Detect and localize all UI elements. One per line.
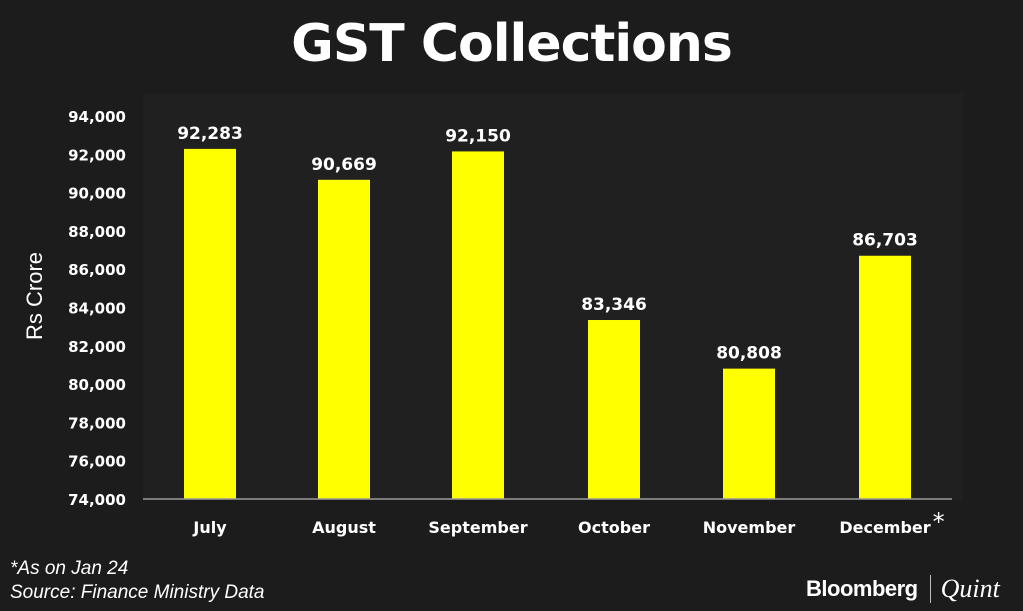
bar-november — [723, 368, 775, 499]
bar-december — [859, 255, 911, 499]
x-tick-label: December — [839, 518, 930, 537]
y-tick-label: 80,000 — [68, 376, 126, 394]
y-tick-label: 90,000 — [68, 185, 126, 203]
x-tick-label: July — [192, 518, 227, 537]
x-tick-label: November — [703, 518, 796, 537]
y-tick-label: 82,000 — [68, 338, 126, 356]
y-tick-label: 74,000 — [68, 491, 126, 509]
bar-july — [184, 148, 236, 499]
category-marker: * — [933, 508, 945, 536]
y-tick-label: 86,000 — [68, 261, 126, 279]
bars — [184, 148, 911, 500]
value-label: 86,703 — [852, 231, 918, 251]
y-axis-title: Rs Crore — [22, 252, 47, 340]
brand-sub: Quint — [940, 574, 1000, 603]
value-label: 92,150 — [445, 126, 511, 146]
value-label: 90,669 — [311, 155, 377, 175]
footnote: *As on Jan 24 — [10, 558, 129, 579]
brand-name: Bloomberg — [806, 576, 918, 601]
x-tick-label: August — [312, 518, 376, 537]
brand-divider — [929, 575, 931, 603]
y-tick-label: 78,000 — [68, 414, 126, 432]
x-axis-labels: July August September October November Decemb… — [192, 508, 944, 537]
bar-september — [452, 151, 504, 500]
source-note: Source: Finance Ministry Data — [10, 582, 265, 603]
value-label: 83,346 — [581, 295, 647, 315]
y-tick-label: 84,000 — [68, 300, 126, 318]
value-label: 80,808 — [716, 344, 782, 364]
value-labels: 92,283 90,669 92,150 83,346 80,808 86,703 — [177, 124, 918, 364]
y-tick-label: 92,000 — [68, 146, 126, 164]
x-tick-label: September — [428, 518, 527, 537]
value-label: 92,283 — [177, 124, 243, 144]
y-tick-label: 94,000 — [68, 108, 126, 126]
y-tick-label: 76,000 — [68, 453, 126, 471]
brand-logo: Bloomberg Quint — [806, 572, 1000, 606]
chart-title: GST Collections — [291, 14, 733, 74]
bar-october — [588, 320, 640, 499]
y-axis-label: Rs Crore — [22, 252, 47, 340]
plot-area — [143, 93, 963, 500]
bar-august — [318, 179, 370, 500]
x-tick-label: October — [578, 518, 650, 537]
y-axis-ticks: 74,000 76,000 78,000 80,000 82,000 84,000 86,0… — [68, 108, 126, 509]
y-tick-label: 88,000 — [68, 223, 126, 241]
